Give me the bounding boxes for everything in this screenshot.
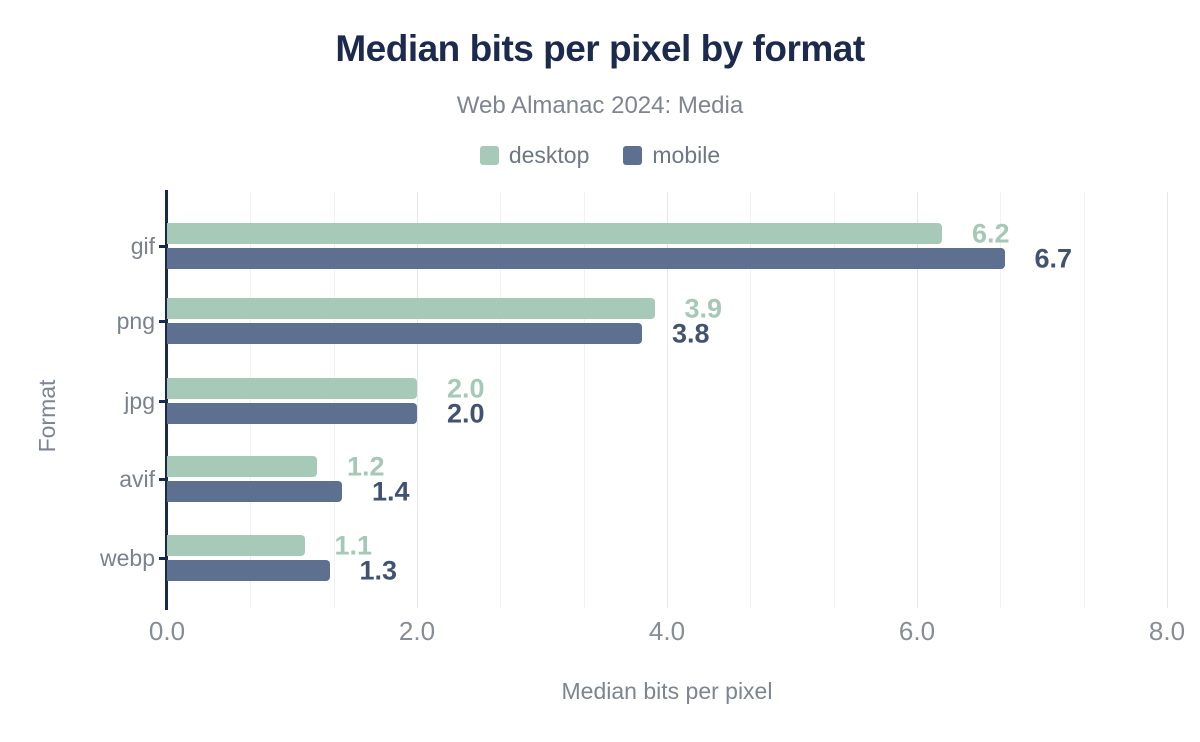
desktop-bar-webp: 1.1 [167, 532, 372, 559]
y-tick [159, 320, 166, 323]
desktop-value-label-gif: 6.2 [972, 218, 1010, 248]
legend-item-mobile: mobile [623, 142, 720, 169]
desktop-value-label-avif: 1.2 [347, 451, 385, 481]
category-label-gif: gif [130, 233, 155, 259]
desktop-bar-png: 3.9 [167, 295, 722, 322]
mobile-value-label-png: 3.8 [672, 318, 710, 348]
x-axis-title: Median bits per pixel [561, 678, 773, 704]
legend: desktop mobile [0, 142, 1200, 169]
x-tick-label-2.0: 2.0 [398, 616, 436, 646]
gridline [833, 192, 835, 608]
legend-label-mobile: mobile [652, 142, 721, 168]
mobile-bar-webp: 1.3 [167, 557, 397, 584]
mobile-value-label-gif: 6.7 [1034, 243, 1073, 273]
y-tick [159, 557, 166, 560]
gridline [667, 192, 668, 608]
gridline [1167, 192, 1168, 608]
gridline [917, 192, 918, 608]
category-label-webp: webp [100, 545, 155, 571]
desktop-value-label-png: 3.9 [684, 293, 723, 323]
y-tick [159, 478, 166, 481]
chart-title: Median bits per pixel by format [335, 28, 865, 69]
y-tick [159, 245, 166, 248]
desktop-value-label-webp: 1.1 [334, 530, 373, 560]
legend-label-desktop: desktop [508, 142, 590, 168]
category-label-jpg: jpg [124, 388, 155, 414]
category-label-png: png [116, 308, 155, 334]
y-axis-line [165, 190, 168, 610]
desktop-bar-gif: 6.2 [167, 220, 1010, 247]
desktop-bar-avif: 1.2 [167, 453, 385, 480]
gridline [250, 192, 252, 608]
x-tick-label-0.0: 0.0 [148, 616, 186, 646]
legend-item-desktop: desktop [479, 142, 590, 169]
gridline [417, 192, 418, 608]
mobile-value-label-jpg: 2.0 [447, 398, 485, 428]
x-tick-label-8.0: 8.0 [1148, 616, 1186, 646]
category-label-avif: avif [119, 466, 155, 492]
gridline [1083, 192, 1085, 608]
mobile-value-label-avif: 1.4 [372, 476, 410, 506]
mobile-bar-avif: 1.4 [167, 478, 410, 505]
mobile-swatch-icon [623, 146, 643, 165]
desktop-bar-jpg: 2.0 [167, 375, 485, 402]
desktop-swatch-icon [479, 146, 499, 165]
x-tick-label-4.0: 4.0 [648, 616, 686, 646]
mobile-bar-jpg: 2.0 [167, 400, 485, 427]
mobile-value-label-webp: 1.3 [359, 555, 398, 585]
gridline [333, 192, 335, 608]
y-tick [159, 400, 166, 403]
gridline [750, 192, 752, 608]
y-axis-title: Format [34, 379, 60, 453]
plot-area: 6.2 6.7 3.9 3.8 2.0 2.0 1.2 1.4 1.1 1.3 [167, 192, 1168, 608]
gridline [1000, 192, 1002, 608]
chart-subtitle: Web Almanac 2024: Media [456, 92, 744, 119]
x-tick-label-6.0: 6.0 [898, 616, 936, 646]
gridline [583, 192, 585, 608]
mobile-bar-png: 3.8 [167, 320, 710, 347]
mobile-bar-gif: 6.7 [167, 245, 1072, 272]
desktop-value-label-jpg: 2.0 [447, 373, 485, 403]
gridline [500, 192, 502, 608]
